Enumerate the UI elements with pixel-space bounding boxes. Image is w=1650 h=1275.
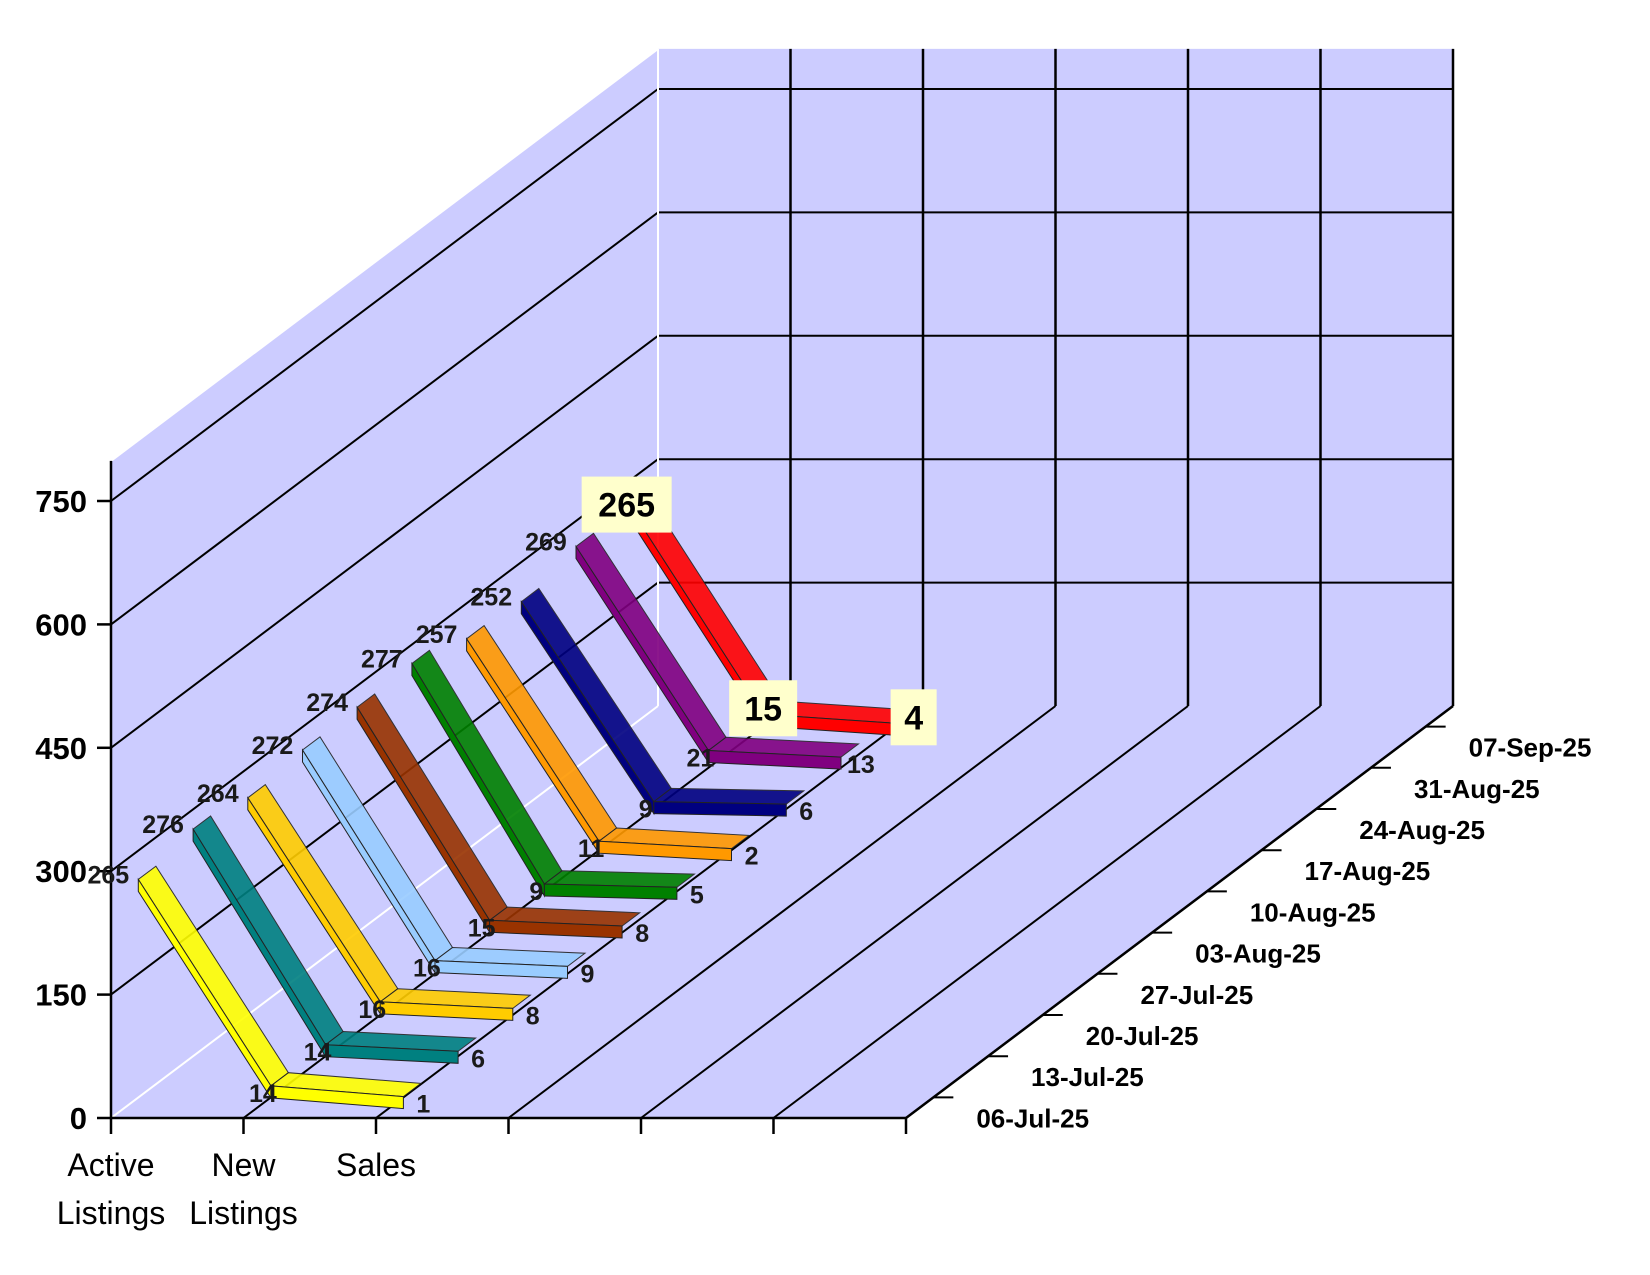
depth-series-label: 10-Aug-25	[1250, 897, 1376, 927]
series-segment	[325, 1044, 459, 1064]
data-label: 15	[744, 690, 782, 728]
data-label: 277	[361, 646, 403, 674]
data-label: 276	[142, 811, 184, 839]
depth-series-label: 27-Jul-25	[1140, 980, 1253, 1010]
y-tick-label: 0	[70, 1101, 87, 1136]
data-label: 6	[471, 1045, 485, 1073]
data-label: 8	[635, 920, 649, 948]
series-segment	[270, 1085, 404, 1110]
series-line	[575, 532, 860, 770]
series-line	[192, 815, 478, 1064]
data-label: 5	[690, 881, 704, 909]
depth-series-label: 24-Aug-25	[1359, 815, 1485, 845]
data-label-box	[890, 689, 937, 746]
data-label: 269	[525, 529, 567, 557]
data-label: 14	[304, 1039, 332, 1067]
data-label-box	[729, 680, 798, 737]
chart-grid	[110, 48, 1455, 1119]
y-tick-label: 750	[35, 484, 87, 519]
data-label: 274	[306, 689, 348, 717]
data-label: 4	[904, 699, 923, 737]
data-label: 9	[639, 796, 653, 824]
series-segment	[543, 883, 678, 900]
depth-series-label: 17-Aug-25	[1305, 856, 1431, 886]
grid-line-floor	[640, 705, 1189, 1119]
wall-top-edge	[110, 48, 659, 462]
data-label: 14	[249, 1080, 277, 1108]
x-category-label: New	[211, 1147, 276, 1183]
grid-line-left-wall	[110, 458, 659, 872]
y-tick-label: 450	[35, 731, 87, 766]
y-tick-label: 300	[35, 854, 87, 889]
series-line	[137, 865, 423, 1110]
data-label: 8	[526, 1002, 540, 1030]
chart-series	[137, 494, 915, 1110]
depth-axis-line	[905, 705, 1454, 1119]
y-tick-label: 600	[35, 607, 87, 642]
series-segment	[434, 960, 568, 979]
depth-series-label: 06-Jul-25	[976, 1103, 1089, 1133]
series-line	[411, 649, 696, 900]
series-line	[520, 587, 806, 817]
grid-line-left-wall	[110, 335, 659, 749]
data-label: 15	[468, 914, 496, 942]
depth-series-label: 20-Jul-25	[1086, 1021, 1199, 1051]
grid-line-floor	[772, 705, 1322, 1119]
x-category-label: Sales	[336, 1147, 416, 1183]
depth-series-label: 07-Sep-25	[1469, 733, 1592, 763]
depth-series-label: 13-Jul-25	[1031, 1062, 1144, 1092]
data-label: 16	[413, 955, 441, 983]
x-category-label-line2: Listings	[57, 1195, 166, 1231]
grid-line-floor	[507, 705, 1057, 1119]
series-line	[356, 693, 642, 939]
data-label: 2	[745, 843, 759, 871]
series-line	[301, 736, 587, 979]
data-label-box	[581, 476, 672, 533]
series-line	[247, 783, 532, 1021]
depth-series-label: 31-Aug-25	[1414, 774, 1540, 804]
chart-axes: 0 150 300 450 600 750 Active Listings New Listing…	[35, 460, 1592, 1231]
data-label: 272	[252, 732, 294, 760]
data-label: 1	[416, 1091, 430, 1119]
data-label: 13	[847, 751, 875, 779]
data-label: 9	[580, 960, 594, 988]
x-category-label: Active	[67, 1147, 154, 1183]
data-label: 252	[470, 584, 512, 612]
series-segment	[379, 1001, 514, 1021]
series-line	[465, 624, 751, 862]
x-category-label-line2: Listings	[189, 1195, 298, 1231]
grid-line-left-wall	[110, 211, 659, 626]
data-label: 11	[578, 835, 605, 863]
series-segment	[708, 749, 842, 770]
grid-line-left-wall	[110, 88, 659, 502]
grid-line-floor	[375, 705, 924, 1119]
depth-series-label: 03-Aug-25	[1195, 939, 1321, 969]
data-label: 257	[416, 621, 458, 649]
series-segment	[489, 919, 623, 939]
data-label: 9	[529, 878, 543, 906]
data-label: 6	[799, 798, 813, 826]
series-line	[629, 494, 915, 736]
data-label: 264	[197, 780, 239, 808]
data-label: 265	[87, 861, 129, 889]
data-label: 16	[358, 996, 386, 1024]
y-tick-label: 150	[35, 978, 87, 1013]
data-label: 265	[598, 487, 655, 525]
series-segment	[598, 840, 732, 862]
series-segment	[653, 801, 787, 817]
data-label: 21	[687, 745, 715, 773]
